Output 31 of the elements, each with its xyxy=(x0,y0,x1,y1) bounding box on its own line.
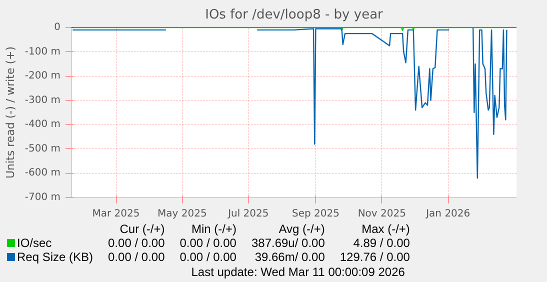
text: 4.89 / 0.00 xyxy=(352,236,411,250)
text: 0.00 / 0.00 xyxy=(107,236,166,250)
y-tick-label: -300 m xyxy=(24,94,61,106)
text: 0.00 / 0.00 xyxy=(107,250,166,264)
legend-label: Req Size (KB) xyxy=(16,250,94,264)
chart-title: IOs for /dev/loop8 - by year xyxy=(205,8,384,22)
text: 39.66m/ 0.00 xyxy=(254,250,326,264)
y-tick-label: -700 m xyxy=(24,192,61,203)
text: Cur (-/+) xyxy=(118,222,166,236)
x-tick-label: Jan 2026 xyxy=(425,208,470,220)
text: Last update: Wed Mar 11 00:00:09 2026 xyxy=(190,264,406,281)
y-tick-label: -400 m xyxy=(24,119,61,130)
x-tick-label: Jul 2025 xyxy=(227,208,269,220)
legend-label: IO/sec xyxy=(16,236,53,250)
x-tick-label: May 2025 xyxy=(158,208,207,220)
text: 0.00 / 0.00 xyxy=(178,236,238,250)
y-tick-label: -500 m xyxy=(24,143,61,154)
y-tick-label: -100 m xyxy=(24,46,61,58)
text: Min (-/+) xyxy=(190,222,238,236)
x-tick-label: Sep 2025 xyxy=(292,208,340,220)
x-tick-label: Mar 2025 xyxy=(92,208,140,220)
x-tick-label: Nov 2025 xyxy=(358,208,406,220)
text: 0.00 / 0.00 xyxy=(178,250,238,264)
y-tick-label: 0 xyxy=(54,22,61,33)
y-tick-label: -600 m xyxy=(24,168,61,179)
text: Max (-/+) xyxy=(360,222,411,236)
text: 387.69u/ 0.00 xyxy=(250,236,326,250)
y-axis-title: Units read (-) / write (+) xyxy=(4,46,17,179)
text: Avg (-/+) xyxy=(278,222,326,236)
y-tick-label: -200 m xyxy=(24,70,61,82)
text: 129.76 / 0.00 xyxy=(338,250,411,264)
